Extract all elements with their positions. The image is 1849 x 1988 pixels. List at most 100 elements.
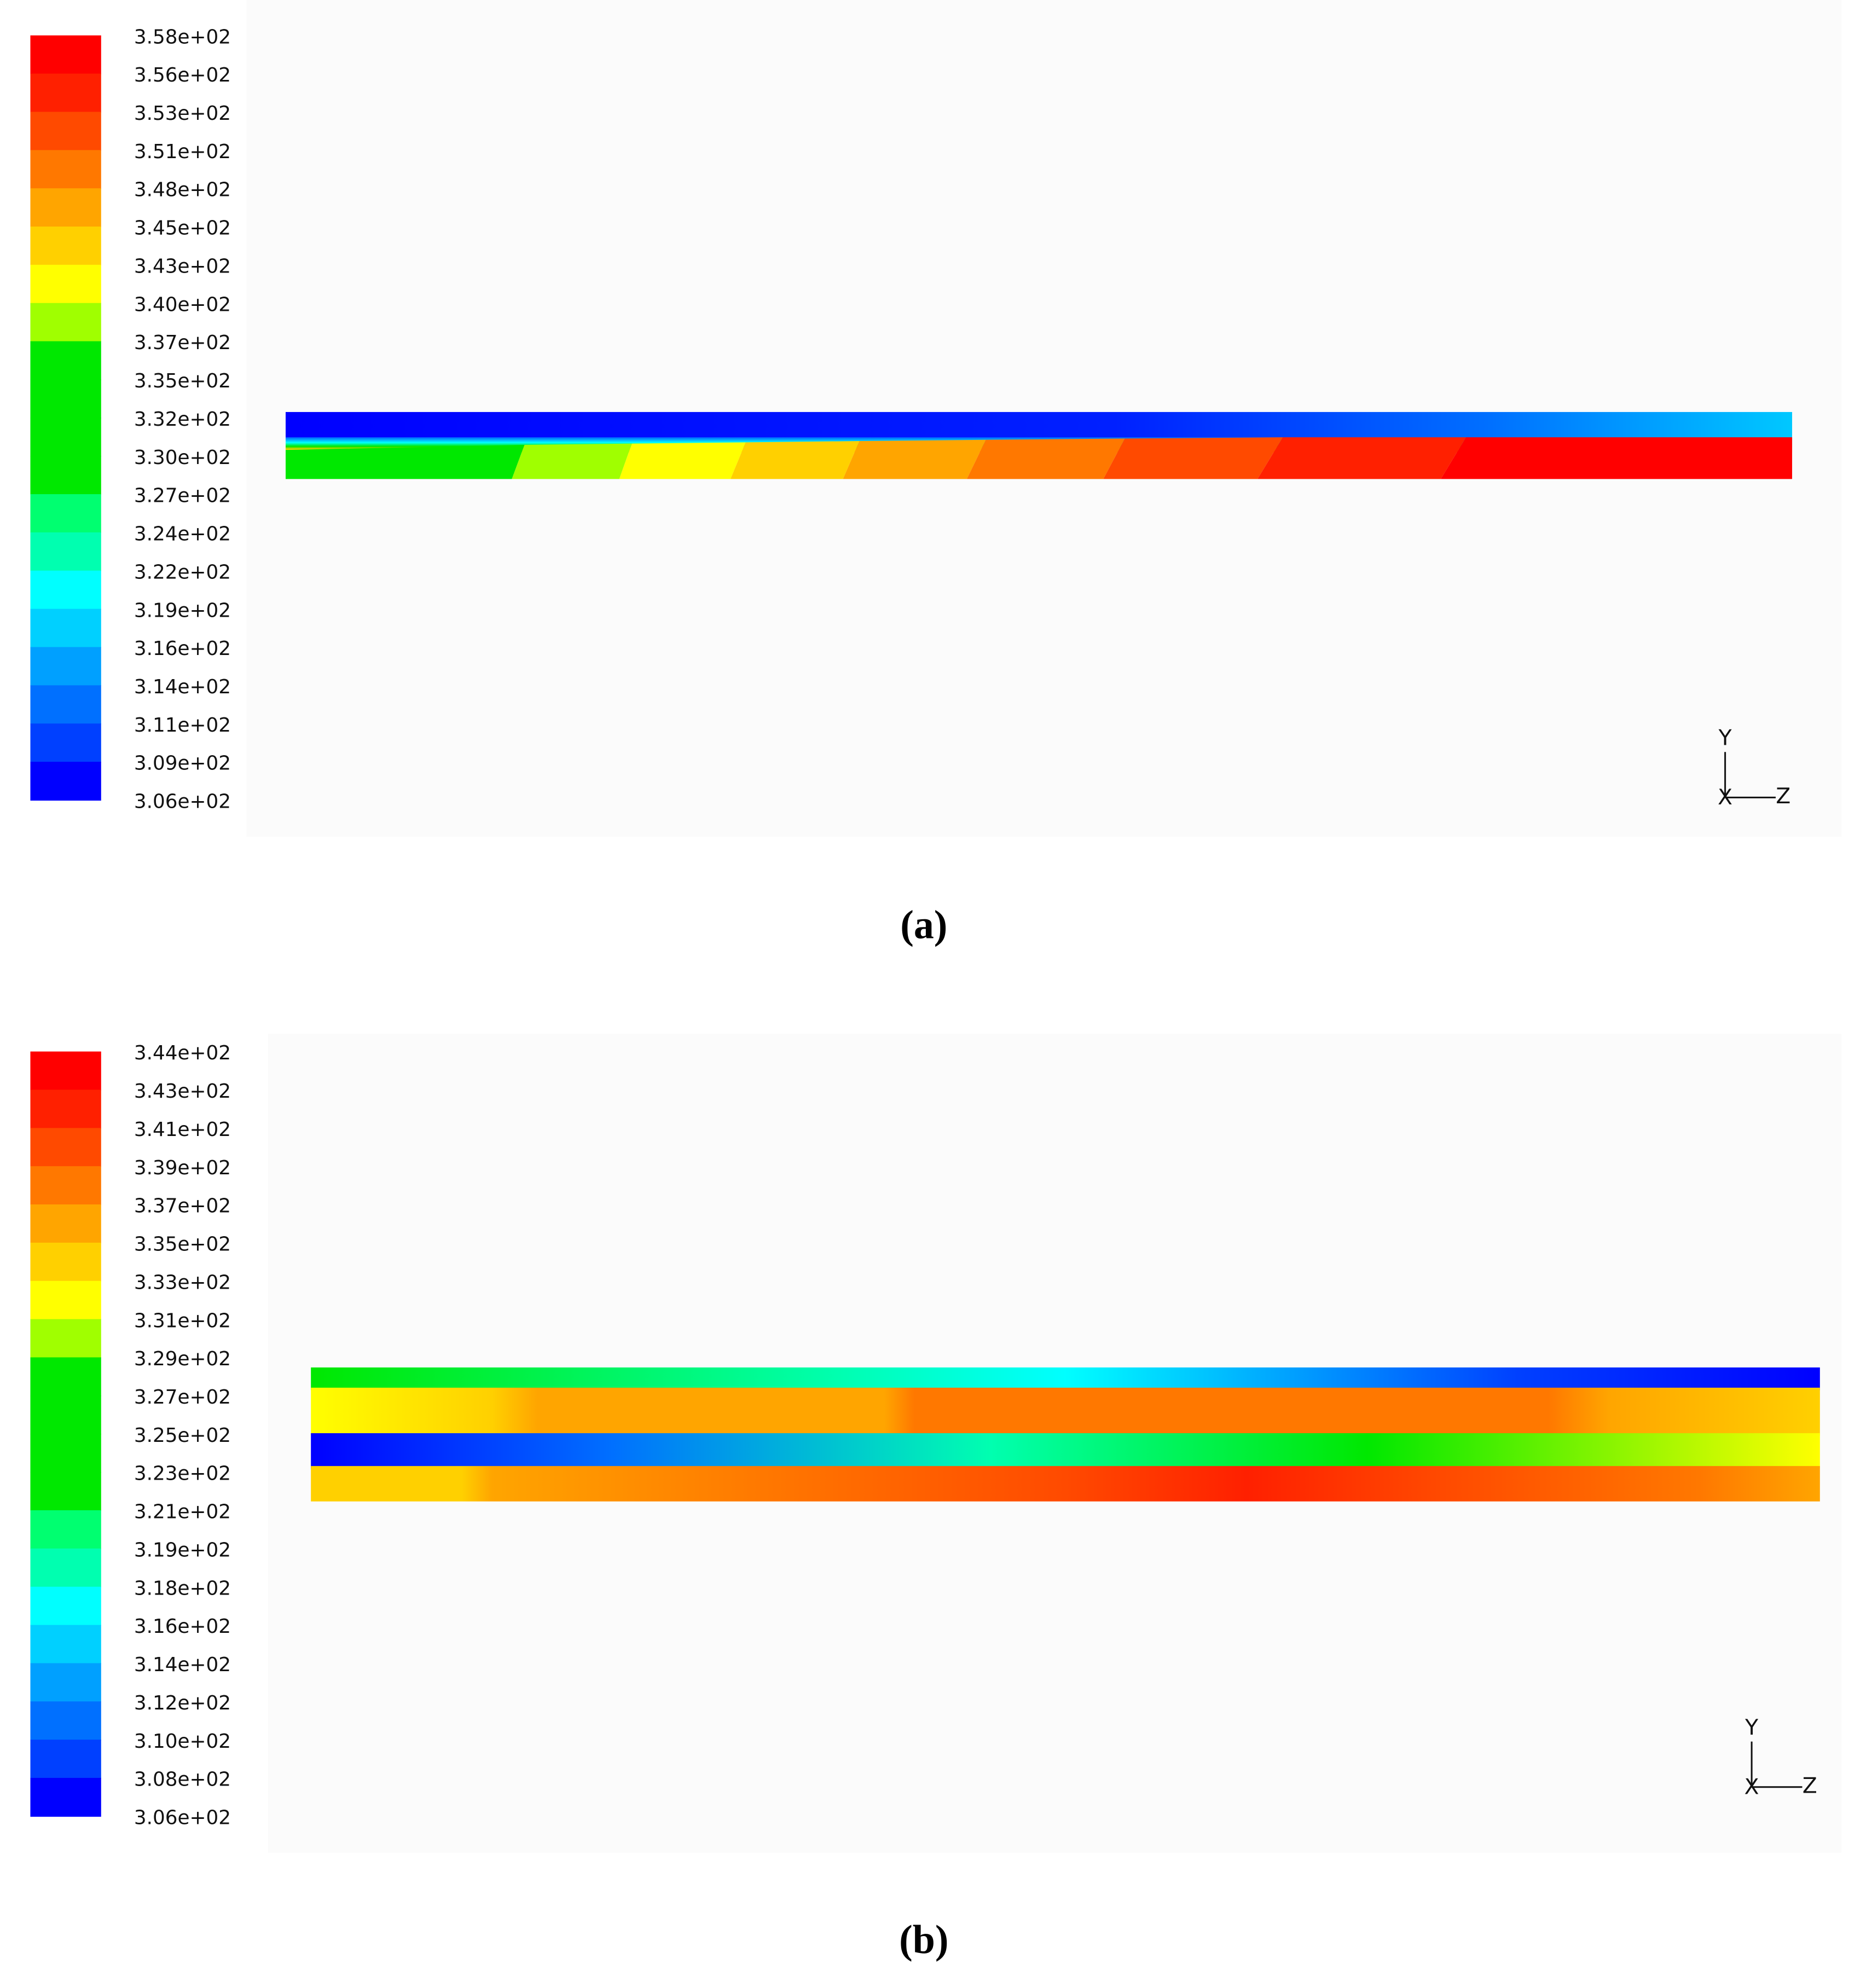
axis-triad: Y Z X (1718, 726, 1790, 810)
colorbar-label: 3.40e+02 (134, 293, 231, 316)
colorbar-band (30, 456, 101, 495)
colorbar-band (30, 1128, 101, 1167)
axis-label: Y (1718, 726, 1732, 751)
colorbar-band (30, 1701, 101, 1741)
colorbar-band (30, 685, 101, 725)
field-region (311, 1433, 1820, 1469)
field-region (730, 441, 860, 479)
colorbar-label: 3.25e+02 (134, 1424, 231, 1447)
colorbar-band (30, 1395, 101, 1435)
colorbar-label: 3.19e+02 (134, 1539, 231, 1561)
colorbar-label: 3.27e+02 (134, 485, 231, 507)
colorbar-band (30, 341, 101, 380)
colorbar-band (30, 1089, 101, 1129)
colorbar-label: 3.45e+02 (134, 217, 231, 240)
caption: (b) (899, 1917, 948, 1962)
colorbar-band (30, 723, 101, 763)
colorbar-label: 3.27e+02 (134, 1386, 231, 1409)
colorbar: 3.58e+02 3.56e+02 3.53e+02 3.51e+02 3.48e+02… (30, 26, 231, 813)
field-region (311, 1466, 1820, 1502)
colorbar-label: 3.41e+02 (134, 1118, 231, 1141)
colorbar-band (30, 188, 101, 228)
colorbar-band (30, 35, 101, 74)
colorbar-label: 3.19e+02 (134, 599, 231, 622)
colorbar-label: 3.43e+02 (134, 1080, 231, 1103)
colorbar-label: 3.23e+02 (134, 1463, 231, 1485)
colorbar-band (30, 1586, 101, 1626)
colorbar-label: 3.33e+02 (134, 1271, 231, 1294)
colorbar-label: 3.10e+02 (134, 1730, 231, 1753)
colorbar-label: 3.51e+02 (134, 141, 231, 163)
colorbar-band (30, 379, 101, 419)
colorbar-band (30, 1357, 101, 1396)
axis-label: Z (1802, 1773, 1817, 1798)
colorbar-band (30, 570, 101, 610)
axis-label: Y (1744, 1715, 1759, 1740)
colorbar-label: 3.22e+02 (134, 561, 231, 583)
colorbar-band (30, 1242, 101, 1282)
colorbar-label: 3.21e+02 (134, 1501, 231, 1523)
colorbar-band (30, 532, 101, 571)
colorbar-label: 3.29e+02 (134, 1348, 231, 1370)
colorbar-label: 3.53e+02 (134, 102, 231, 125)
colorbar-label: 3.16e+02 (134, 1615, 231, 1638)
colorbar-band (30, 226, 101, 266)
contour-field (285, 411, 1793, 479)
axis-label: Z (1776, 784, 1790, 809)
colorbar-band (30, 1663, 101, 1702)
colorbar-band (30, 418, 101, 457)
colorbar-label: 3.14e+02 (134, 1654, 231, 1676)
colorbar-label: 3.48e+02 (134, 179, 231, 201)
colorbar-band (30, 264, 101, 304)
colorbar-band (30, 608, 101, 648)
colorbar-band (30, 1510, 101, 1549)
colorbar-band (30, 1166, 101, 1205)
field-region (1103, 437, 1283, 479)
colorbar-band (30, 1548, 101, 1587)
colorbar-band (30, 762, 101, 801)
colorbar-label: 3.12e+02 (134, 1692, 231, 1714)
colorbar-band (30, 1319, 101, 1358)
colorbar-label: 3.18e+02 (134, 1577, 231, 1599)
field-region (285, 444, 525, 479)
field-region (311, 1387, 1820, 1436)
colorbar-label: 3.24e+02 (134, 523, 231, 546)
colorbar-label: 3.39e+02 (134, 1157, 231, 1179)
field-region (843, 439, 986, 479)
colorbar-label: 3.06e+02 (134, 1807, 231, 1829)
colorbar-band (30, 73, 101, 113)
colorbar-label: 3.37e+02 (134, 332, 231, 354)
field-region (512, 443, 632, 479)
colorbar-label: 3.56e+02 (134, 64, 231, 86)
colorbar-band (30, 1778, 101, 1817)
colorbar-label: 3.31e+02 (134, 1309, 231, 1332)
contour-field (311, 1367, 1820, 1502)
colorbar-label: 3.30e+02 (134, 447, 231, 469)
colorbar-band (30, 494, 101, 534)
field-region (311, 1367, 1820, 1390)
axis-triad: Y Z X (1744, 1715, 1817, 1800)
colorbar-label: 3.16e+02 (134, 637, 231, 660)
colorbar-label: 3.35e+02 (134, 1233, 231, 1256)
colorbar-label: 3.44e+02 (134, 1042, 231, 1064)
colorbar-label: 3.58e+02 (134, 26, 231, 48)
colorbar-label: 3.09e+02 (134, 752, 231, 775)
colorbar-band (30, 1472, 101, 1511)
field-region (619, 442, 746, 479)
colorbar-band (30, 1740, 101, 1779)
colorbar: 3.44e+02 3.43e+02 3.41e+02 3.39e+02 3.37e+02… (30, 1042, 231, 1829)
colorbar-label: 3.32e+02 (134, 408, 231, 431)
field-region (966, 438, 1125, 479)
axis-label: X (1744, 1775, 1759, 1800)
colorbar-band (30, 303, 101, 342)
colorbar-band (30, 1051, 101, 1091)
field-region (1257, 437, 1467, 479)
field-region (1440, 437, 1793, 479)
colorbar-band (30, 1280, 101, 1320)
colorbar-band (30, 112, 101, 151)
colorbar-band (30, 150, 101, 189)
colorbar-label: 3.06e+02 (134, 791, 231, 813)
colorbar-band (30, 1434, 101, 1473)
